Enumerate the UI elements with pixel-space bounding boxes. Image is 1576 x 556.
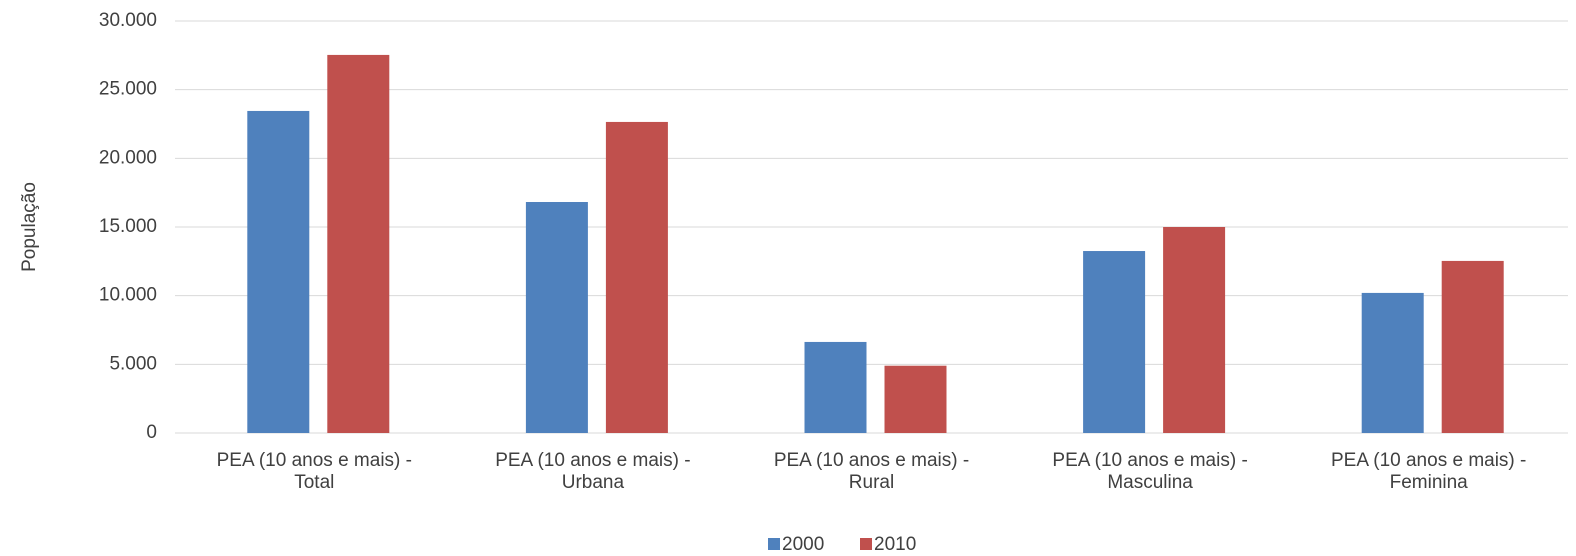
legend-swatch: [860, 538, 872, 550]
bar: [1083, 251, 1146, 433]
y-tick-label: 30.000: [99, 10, 157, 31]
y-tick-label: 25.000: [99, 79, 157, 100]
x-tick-label: PEA (10 anos e mais) - Rural: [773, 450, 970, 493]
x-tick-label: PEA (10 anos e mais) - Urbana: [495, 450, 691, 493]
bar: [605, 121, 668, 433]
bar: [525, 202, 588, 433]
y-tick-label: 10.000: [99, 285, 157, 306]
y-tick-label: 20.000: [99, 147, 157, 168]
x-tick-label: PEA (10 anos e mais) - Feminina: [1331, 450, 1527, 493]
legend-swatch: [768, 538, 780, 550]
legend-label: 2010: [874, 534, 916, 555]
y-tick-label: 0: [146, 422, 157, 443]
y-tick-label: 5.000: [109, 353, 157, 374]
legend-label: 2000: [782, 534, 824, 555]
bar: [327, 54, 390, 434]
bar: [1441, 260, 1504, 433]
bar: [247, 110, 310, 433]
bar: [1361, 292, 1424, 433]
bar: [804, 341, 867, 433]
bar: [1163, 227, 1226, 433]
y-axis-label: População: [19, 182, 40, 272]
bar: [884, 365, 947, 433]
x-tick-label: PEA (10 anos e mais) - Masculina: [1052, 450, 1248, 493]
x-tick-label: PEA (10 anos e mais) - Total: [216, 450, 412, 493]
y-tick-label: 15.000: [99, 216, 157, 237]
